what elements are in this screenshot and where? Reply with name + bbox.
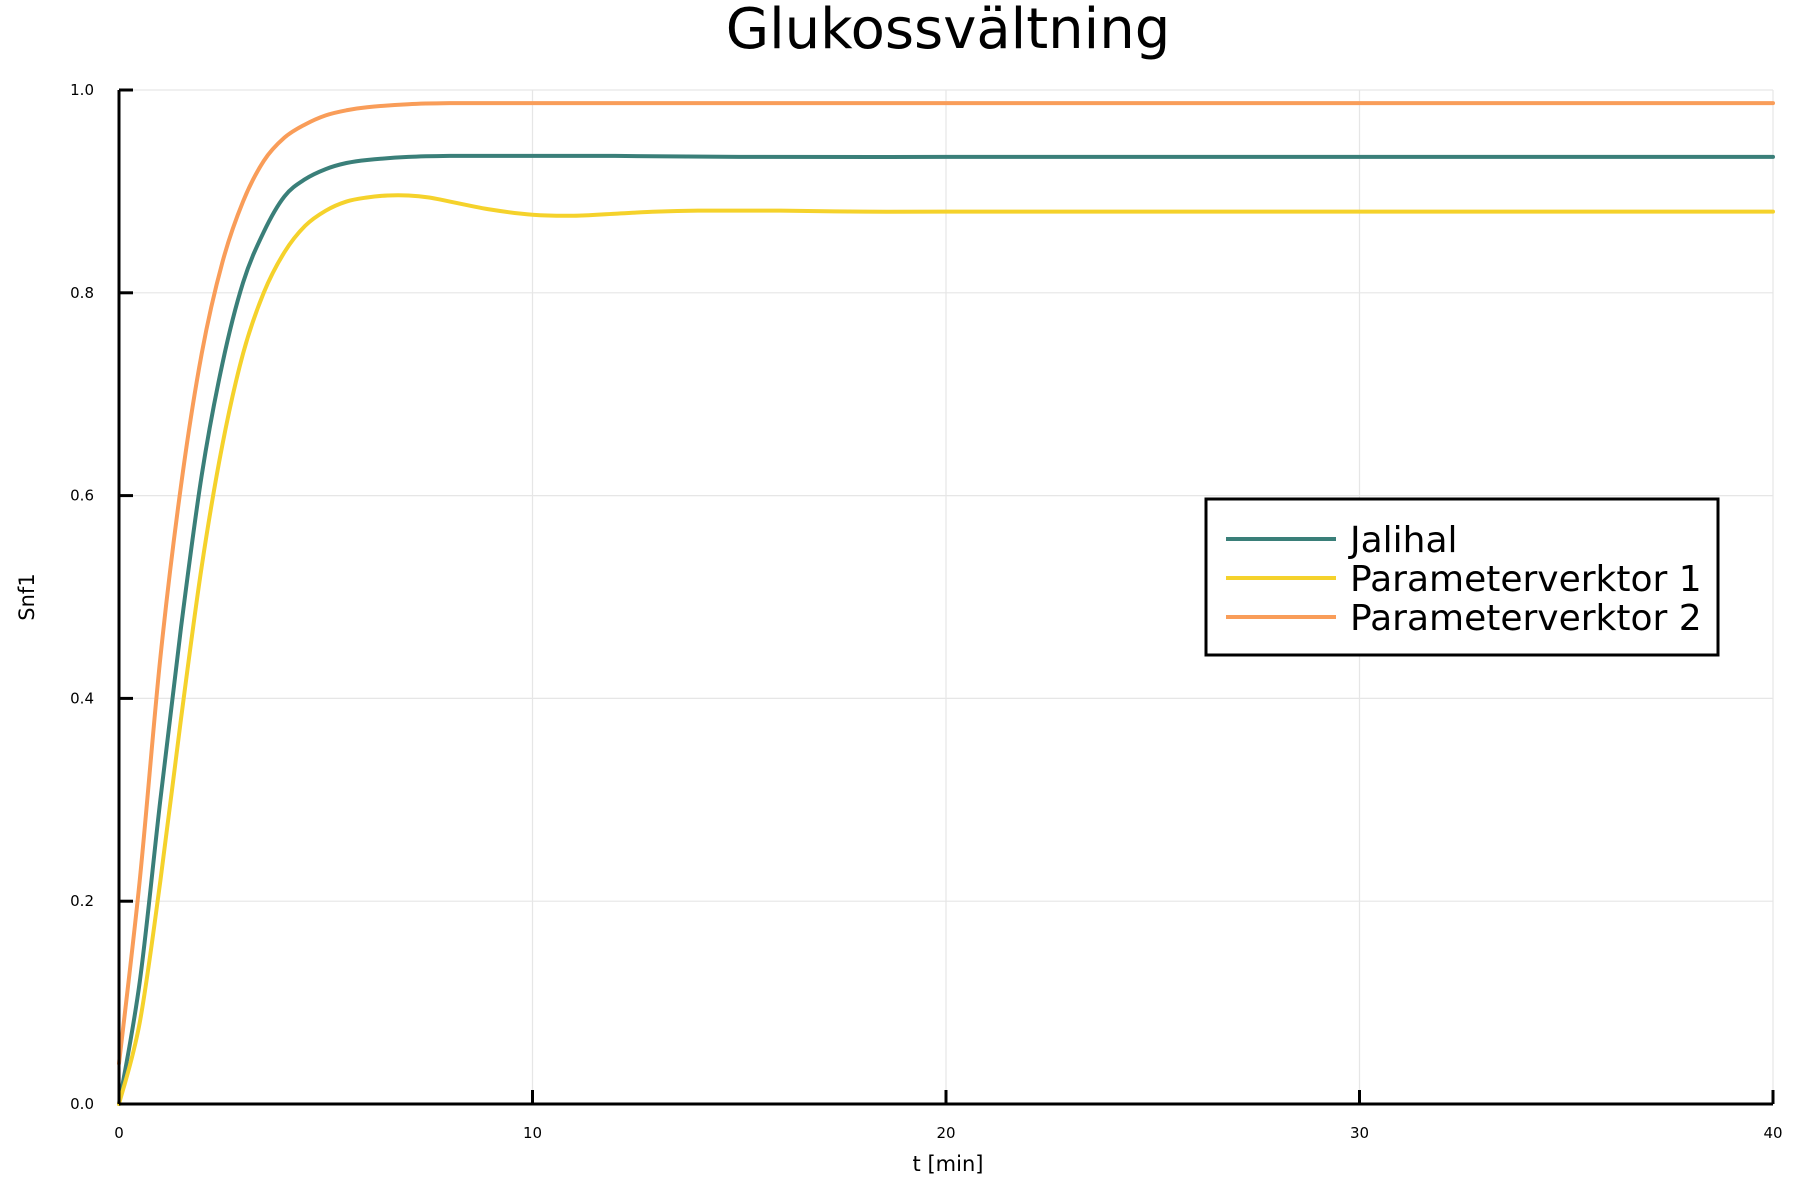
y-axis-label: Snf1	[15, 573, 39, 620]
y-tick-label: 1.0	[70, 81, 94, 99]
legend-label-2: Parameterverktor 1	[1350, 559, 1702, 600]
x-tick-label: 40	[1763, 1124, 1782, 1142]
series-line-1	[117, 153, 1775, 1106]
x-tick-label: 0	[114, 1124, 124, 1142]
legend-label-1: Jalihal	[1348, 520, 1458, 561]
series-line-2	[117, 193, 1775, 1106]
legend-label-3: Parameterverktor 2	[1350, 598, 1702, 639]
y-tick-label: 0.4	[70, 689, 94, 707]
y-tick-label: 0.8	[70, 284, 94, 302]
series-line-3	[117, 101, 1775, 1066]
series-group	[117, 101, 1775, 1106]
x-tick-label: 30	[1350, 1124, 1369, 1142]
x-axis-label: t [min]	[913, 1152, 984, 1176]
x-tick-label: 10	[523, 1124, 542, 1142]
chart-title: Glukossvältning	[726, 0, 1171, 62]
x-tick-label: 20	[936, 1124, 955, 1142]
x-ticks: 0 10 20 30 40	[114, 1090, 1783, 1142]
y-tick-label: 0.2	[70, 892, 94, 910]
y-ticks: 0.0 0.2 0.4 0.6 0.8 1.0	[70, 81, 133, 1113]
y-tick-label: 0.0	[70, 1095, 94, 1113]
y-tick-label: 0.6	[70, 487, 94, 505]
